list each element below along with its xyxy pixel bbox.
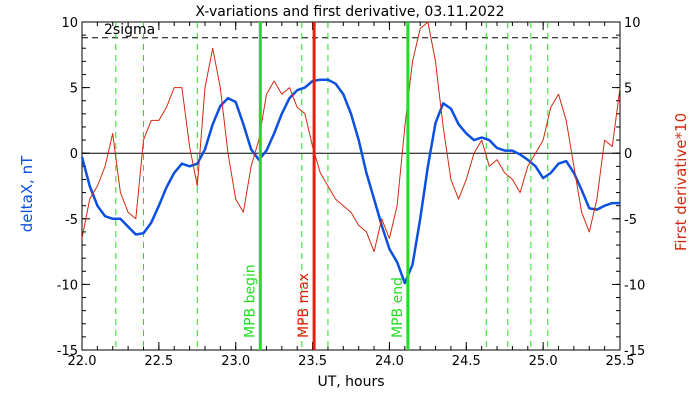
x-tick-label-5: 24.5: [452, 354, 481, 369]
y-tick-label-right-5: -15: [624, 344, 645, 359]
x-tick-label-7: 25.5: [606, 354, 635, 369]
x-tick-label-6: 25.0: [529, 354, 558, 369]
x-tick-label-3: 23.5: [298, 354, 327, 369]
sigma-label: 2sigma: [104, 22, 155, 38]
y-tick-label-right-2: 0: [624, 147, 632, 162]
y-axis-label-right: First derivative*10: [672, 113, 690, 251]
chart-title: X-variations and first derivative, 03.11…: [195, 4, 504, 20]
y-tick-label-right-4: -10: [624, 278, 645, 293]
x-tick-label-0: 22.0: [68, 354, 97, 369]
y-tick-label-left-5: -15: [57, 344, 78, 359]
y-axis-label-left: deltaX, nT: [18, 155, 36, 232]
axes-layer: 22.0 22.5 23.0 23.5 24.0 24.5 25.0 25.5 10 10 5 5 0 0…: [57, 16, 645, 369]
y-tick-label-right-0: 10: [624, 16, 641, 31]
y-tick-label-left-2: 0: [70, 147, 78, 162]
x-tick-label-2: 23.0: [221, 354, 250, 369]
series-line-deltaX: [80, 78, 620, 285]
x-tick-label-1: 22.5: [144, 354, 173, 369]
y-tick-label-left-4: -10: [57, 278, 78, 293]
marker-label-mpb_begin: MPB begin: [242, 264, 258, 338]
series-layer: [80, 21, 621, 285]
y-tick-label-left-3: -5: [65, 213, 78, 228]
guide-layer: [115, 22, 549, 350]
marker-label-mpb_max: MPB max: [296, 273, 312, 338]
marker-layer: MPB begin MPB max MPB end: [242, 22, 410, 350]
x-axis-label: UT, hours: [317, 374, 384, 390]
x-tick-label-4: 24.0: [375, 354, 404, 369]
y-tick-label-left-1: 5: [70, 82, 78, 97]
y-tick-label-right-1: 5: [624, 82, 632, 97]
plot-frame: [81, 21, 621, 351]
y-tick-label-left-0: 10: [61, 16, 78, 31]
marker-label-mpb_end: MPB end: [390, 277, 406, 338]
y-tick-label-right-3: -5: [624, 213, 637, 228]
series-line-derivative: [81, 21, 621, 253]
